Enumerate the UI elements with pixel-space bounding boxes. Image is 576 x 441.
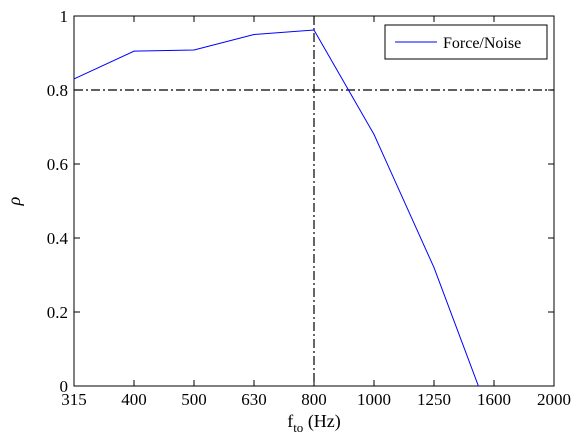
y-tick-label: 1 [60,7,69,26]
y-axis-label: ρ [4,196,24,206]
legend: Force/Noise [384,24,548,60]
legend-label-force-noise: Force/Noise [443,35,521,52]
series-line-force-noise [73,29,479,387]
data-point [373,133,375,135]
x-tick-label: 1000 [357,390,391,409]
data-point [433,267,435,269]
data-point [313,29,315,31]
x-tick-label: 2000 [537,390,571,409]
x-tick-label: 800 [301,390,327,409]
y-tick-label: 0.4 [47,229,69,248]
y-tick-label: 0.2 [47,303,68,322]
data-point [477,385,479,387]
y-tick-label: 0 [60,377,69,396]
x-axis-label: fto (Hz) [287,411,341,435]
data-point [253,34,255,35]
data-point [193,49,195,51]
x-tick-label: 630 [241,390,267,409]
x-tick-label: 400 [121,390,147,409]
y-tick-label: 0.8 [47,81,68,100]
plot-area: 315 400 500 630 800 1000 1250 1600 2000 0 0.2 0.4 0.… [4,7,571,435]
x-tick-label: 315 [61,390,87,409]
data-point [73,78,75,80]
x-tick-label: 500 [181,390,207,409]
data-point [133,50,135,52]
y-tick-label: 0.6 [47,155,68,174]
x-tick-label: 1600 [477,390,511,409]
x-tick-label: 1250 [417,390,451,409]
